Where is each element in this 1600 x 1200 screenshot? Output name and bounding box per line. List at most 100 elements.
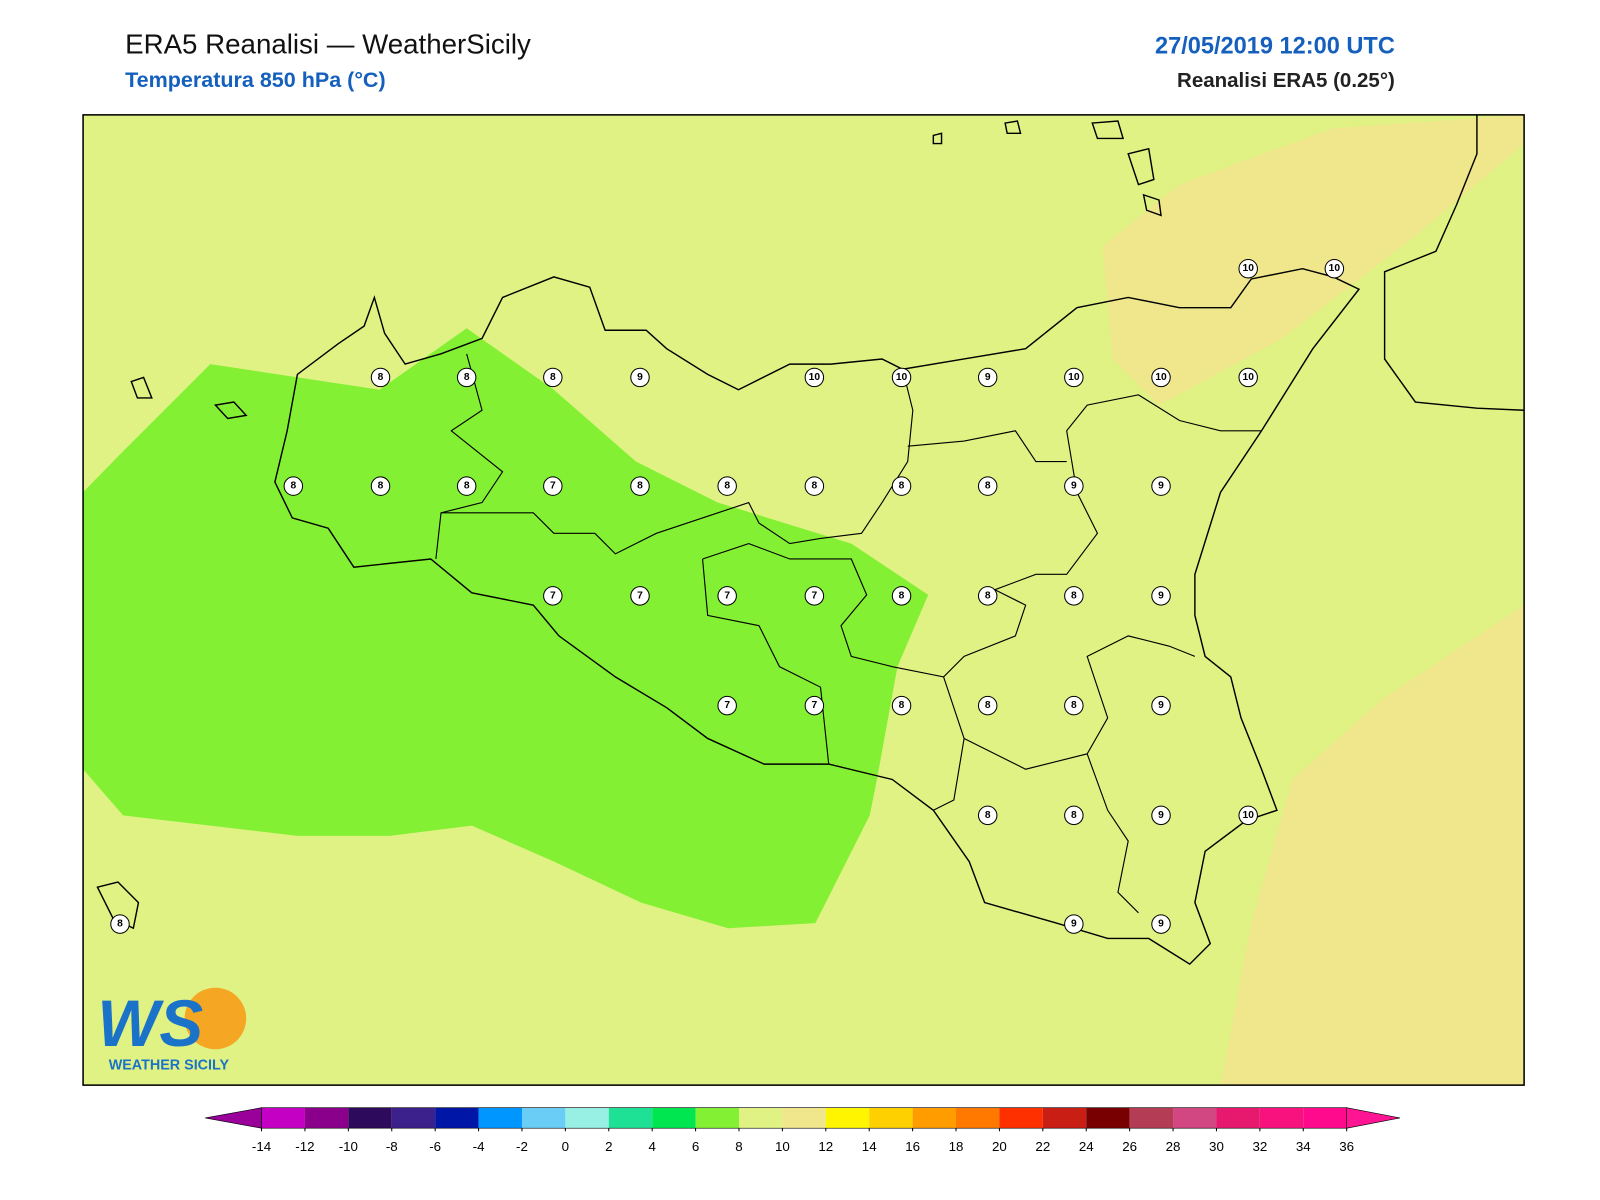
colorbar-segment — [1259, 1107, 1304, 1129]
colorbar-segment — [912, 1107, 957, 1129]
colorbar-label: 6 — [692, 1139, 699, 1154]
colorbar-label: 16 — [905, 1139, 920, 1154]
colorbar-label: -10 — [339, 1139, 358, 1154]
colorbar: -14 -12 -10 -8 -6 -4 -2 0 2 4 6 8 10 12 14 16 18 20 22 24 26… — [205, 1107, 1401, 1154]
colorbar-frame — [261, 1107, 1347, 1129]
station-value: 8 — [378, 481, 384, 492]
colorbar-label: -6 — [429, 1139, 441, 1154]
station-value: 8 — [899, 590, 905, 601]
station-marker — [370, 476, 391, 496]
station-value: 10 — [1329, 263, 1341, 274]
station-marker — [804, 476, 825, 496]
station-marker — [891, 476, 912, 496]
station: 9 — [1151, 805, 1171, 826]
station-value: 9 — [985, 372, 991, 383]
station: 7 — [543, 586, 563, 606]
colorbar-segment — [565, 1107, 609, 1129]
logo-mark: WS — [97, 987, 203, 1060]
colorbar-label: 12 — [818, 1139, 833, 1154]
logo: WS WEATHER SICILY — [97, 987, 247, 1074]
station-value: 8 — [117, 919, 123, 930]
station: 10 — [804, 367, 825, 388]
colorbar-segment — [304, 1107, 349, 1129]
station-value: 8 — [985, 700, 991, 711]
province-border — [435, 353, 1262, 914]
colorbar-segment — [435, 1107, 479, 1129]
colorbar-label: 14 — [862, 1139, 877, 1154]
station: 8 — [630, 476, 650, 496]
colorbar-segment — [1042, 1107, 1087, 1129]
station: 10 — [1238, 367, 1258, 388]
station-value: 7 — [724, 700, 730, 711]
station-marker — [456, 476, 477, 496]
subtitle: Temperatura 850 hPa (°C) — [125, 68, 386, 92]
station-value: 10 — [896, 372, 908, 383]
station: 7 — [630, 586, 650, 606]
colorbar-segment — [478, 1107, 522, 1129]
station: 8 — [891, 476, 912, 496]
colorbar-segment — [999, 1107, 1043, 1129]
station-marker — [1238, 258, 1258, 279]
station-marker — [1151, 586, 1171, 606]
station: 9 — [1151, 586, 1171, 606]
logo-sun — [184, 987, 247, 1050]
station-marker — [456, 367, 477, 388]
colorbar-segment — [652, 1107, 696, 1129]
station-marker — [543, 586, 563, 606]
station: 7 — [717, 586, 737, 606]
colorbar-segment — [825, 1107, 870, 1129]
colorbar-label: 32 — [1252, 1139, 1267, 1154]
station-value: 7 — [812, 700, 818, 711]
station-value: 8 — [464, 481, 470, 492]
station-marker — [1151, 695, 1171, 716]
station-value: 8 — [985, 810, 991, 821]
colorbar-label: 8 — [735, 1139, 742, 1154]
station: 8 — [1064, 695, 1084, 716]
colorbar-segment — [956, 1107, 1000, 1129]
calabria — [1383, 114, 1525, 411]
station-value: 9 — [1158, 481, 1164, 492]
colorbar-label: 18 — [949, 1139, 964, 1154]
colorbar-under — [205, 1107, 262, 1129]
station: 10 — [1064, 367, 1084, 388]
station-value: 8 — [290, 481, 296, 492]
station-value: 7 — [550, 590, 556, 601]
station-marker — [717, 586, 737, 606]
station-marker — [1064, 805, 1084, 826]
source: Reanalisi ERA5 (0.25°) — [1177, 69, 1395, 92]
colorbar-segment — [1173, 1107, 1217, 1129]
station: 8 — [977, 805, 998, 826]
colorbar-over — [1346, 1107, 1401, 1129]
station: 8 — [543, 367, 563, 388]
station-marker — [283, 476, 304, 496]
colorbar-segment — [261, 1107, 305, 1129]
station-marker — [977, 695, 998, 716]
station-value: 10 — [809, 372, 821, 383]
station-value: 9 — [637, 372, 643, 383]
station-marker — [977, 476, 998, 496]
station-value: 7 — [637, 590, 643, 601]
station: 8 — [891, 695, 912, 716]
station-value: 7 — [550, 481, 556, 492]
station-marker — [1238, 367, 1258, 388]
station: 8 — [804, 476, 825, 496]
colorbar-label: 24 — [1079, 1139, 1094, 1154]
station-value: 9 — [1158, 590, 1164, 601]
colorbar-label: 0 — [562, 1139, 569, 1154]
station-marker — [1064, 695, 1084, 716]
station-marker — [717, 695, 737, 716]
colorbar-segment — [608, 1107, 653, 1129]
station-value: 8 — [637, 481, 643, 492]
station: 8 — [370, 476, 391, 496]
station-marker — [891, 695, 912, 716]
station-value: 10 — [1243, 372, 1255, 383]
station: 7 — [804, 695, 825, 716]
station-value: 10 — [1068, 372, 1080, 383]
colorbar-segment — [1129, 1107, 1174, 1129]
station: 7 — [717, 695, 737, 716]
station: 9 — [977, 367, 998, 388]
colorbar-label: 4 — [648, 1139, 656, 1154]
station-value: 8 — [464, 372, 470, 383]
station-marker — [543, 367, 563, 388]
